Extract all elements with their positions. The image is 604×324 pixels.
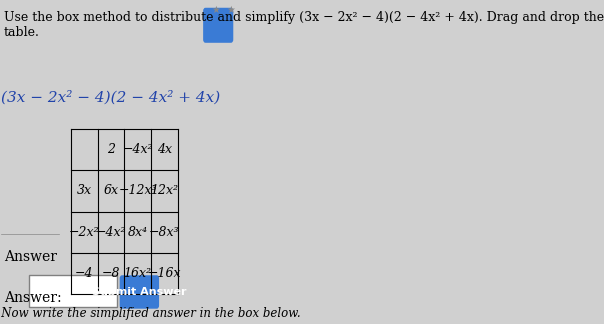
Text: −8: −8 <box>101 267 120 280</box>
Text: Answer: Answer <box>4 250 57 264</box>
Text: −4x²: −4x² <box>95 226 126 239</box>
Text: (3x − 2x² − 4)(2 − 4x² + 4x): (3x − 2x² − 4)(2 − 4x² + 4x) <box>1 90 220 105</box>
FancyBboxPatch shape <box>203 8 233 43</box>
Text: ★  ★: ★ ★ <box>213 5 236 15</box>
FancyBboxPatch shape <box>120 275 159 309</box>
Text: 4x: 4x <box>157 143 172 156</box>
Text: Correct! Now write the simplified answer in the box below.: Correct! Now write the simplified answer… <box>0 307 301 320</box>
Text: −4x²: −4x² <box>123 143 153 156</box>
Text: Submit Answer: Submit Answer <box>92 287 187 297</box>
Text: Answer:: Answer: <box>4 291 62 305</box>
FancyBboxPatch shape <box>29 275 117 307</box>
Text: −8x³: −8x³ <box>149 226 179 239</box>
Text: 3x: 3x <box>77 184 92 197</box>
Text: 8x⁴: 8x⁴ <box>127 226 147 239</box>
Text: Use the box method to distribute and simplify (3x − 2x² − 4)(2 − 4x² + 4x). Drag: Use the box method to distribute and sim… <box>4 11 604 39</box>
Text: −12x³: −12x³ <box>118 184 157 197</box>
Text: 6x: 6x <box>103 184 118 197</box>
Text: 2: 2 <box>107 143 115 156</box>
Text: −16x: −16x <box>147 267 181 280</box>
Text: 12x²: 12x² <box>150 184 178 197</box>
Text: −4: −4 <box>75 267 94 280</box>
Text: −2x²: −2x² <box>69 226 100 239</box>
Text: 16x²: 16x² <box>124 267 152 280</box>
